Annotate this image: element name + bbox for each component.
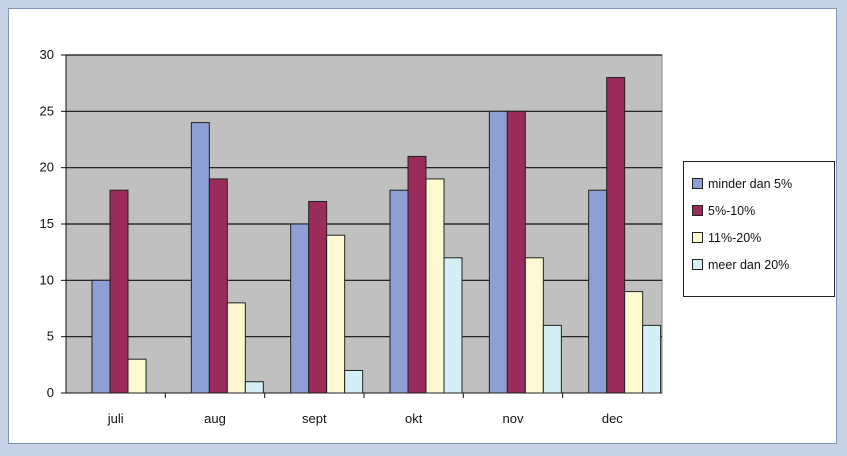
bar-juli-series-3 [127,358,147,394]
bar-aug-series-1 [190,122,210,394]
legend-item-series-4: meer dan 20% [692,251,834,278]
legend-label: minder dan 5% [708,176,793,191]
legend-swatch [692,205,703,216]
bar-sept-series-2 [308,200,328,394]
legend-item-series-3: 11%-20% [692,224,834,251]
legend: minder dan 5% 5%-10% 11%-20% meer dan 20… [683,161,835,297]
x-tick-label: sept [302,411,327,426]
bar-dec-series-3 [624,291,644,394]
bar-nov-series-4 [542,324,562,394]
bar-aug-series-2 [208,178,228,394]
bar-dec-series-1 [588,189,608,394]
legend-label: meer dan 20% [708,257,790,272]
bar-nov-series-2 [506,110,526,394]
bar-sept-series-4 [344,369,364,394]
bar-okt-series-2 [407,155,427,394]
bar-chart: 0 5 10 15 20 25 30 juli aug sept okt nov dec [40,47,663,426]
bar-okt-series-4 [443,257,463,394]
chart-frame: 0 5 10 15 20 25 30 juli aug sept okt nov dec minder … [8,8,837,444]
bar-dec-series-4 [642,324,662,394]
x-tick-label: juli [107,411,124,426]
legend-item-series-1: minder dan 5% [692,170,834,197]
y-tick-label: 0 [47,385,54,400]
x-tick-label: aug [204,411,226,426]
bar-nov-series-3 [524,257,544,394]
bar-okt-series-1 [389,189,409,394]
legend-swatch [692,178,703,189]
y-tick-label: 25 [40,103,54,118]
y-tick-label: 5 [47,329,54,344]
bar-dec-series-2 [606,77,626,394]
bar-aug-series-3 [226,302,246,394]
bar-aug-series-4 [244,381,264,394]
legend-swatch [692,232,703,243]
legend-item-series-2: 5%-10% [692,197,834,224]
bar-nov-series-1 [488,110,508,394]
y-tick-label: 30 [40,47,54,62]
y-tick-label: 20 [40,160,54,175]
bar-juli-series-2 [109,189,129,394]
x-tick-label: nov [503,411,524,426]
x-tick-label: dec [602,411,623,426]
bar-sept-series-3 [326,234,346,394]
legend-label: 5%-10% [708,203,756,218]
x-tick-label: okt [405,411,423,426]
y-tick-label: 15 [40,216,54,231]
bar-juli-series-1 [91,279,111,394]
legend-swatch [692,259,703,270]
legend-label: 11%-20% [708,230,762,245]
y-tick-label: 10 [40,272,54,287]
bar-sept-series-1 [290,223,310,394]
bar-okt-series-3 [425,178,445,394]
